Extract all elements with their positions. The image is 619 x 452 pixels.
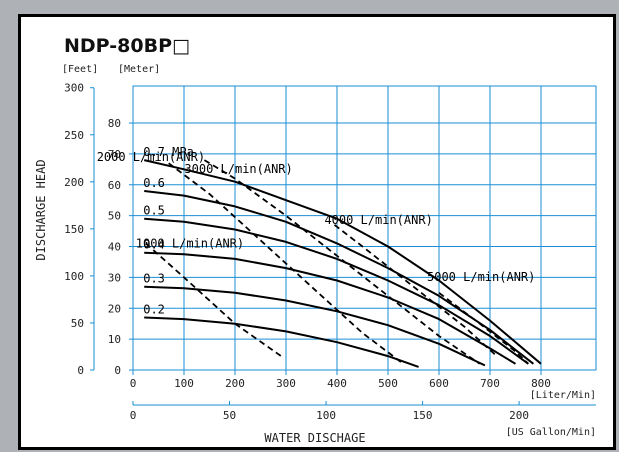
- pressure-curve: [144, 251, 517, 365]
- y-tick-label-m: 10: [108, 333, 121, 346]
- y-tick-label-m: 20: [108, 302, 121, 315]
- y-tick-label-m: 30: [108, 271, 121, 284]
- pressure-curve-label: 0.6: [143, 176, 165, 190]
- y-left-unit-label: [Feet]: [62, 64, 98, 75]
- y-tick-label-ft: 250: [64, 129, 84, 142]
- pressure-curve-label: 0.5: [143, 204, 165, 218]
- plot-area-border: [132, 85, 597, 371]
- x-tick-label-lpm: 200: [225, 377, 245, 390]
- air-consumption-label: 3000 L/min(ANR): [184, 162, 292, 176]
- pressure-curve-label: 0.4: [143, 238, 165, 252]
- y-tick-label-m: 40: [108, 241, 121, 254]
- air-consumption-curve: [145, 242, 284, 359]
- y-tick-label-ft: 0: [77, 364, 84, 377]
- pressure-curve-label: 0.7 MPa: [143, 145, 194, 159]
- pressure-curve-label: 0.3: [143, 272, 165, 286]
- pressure-curve: [143, 159, 542, 365]
- x-tick-label-lpm: 400: [327, 377, 347, 390]
- x-tick-label-gpm: 100: [316, 409, 336, 422]
- y-tick-label-ft: 150: [64, 223, 84, 236]
- pressure-curve: [144, 316, 419, 368]
- y-tick-label-m: 60: [108, 179, 121, 192]
- y-tick-label-ft: 200: [64, 176, 84, 189]
- x-tick-label-lpm: 300: [276, 377, 296, 390]
- x-tick-label-gpm: 50: [223, 409, 236, 422]
- pressure-curve-label: 0.2: [143, 303, 165, 317]
- y-tick-label-ft: 50: [71, 317, 84, 330]
- y-tick-label-ft: 100: [64, 270, 84, 283]
- air-consumption-label: 4000 L/min(ANR): [324, 213, 432, 227]
- air-consumption-curve: [438, 292, 529, 365]
- x-top-unit-label: [Liter/Min]: [530, 390, 596, 401]
- air-consumption-curve: [168, 162, 404, 365]
- x-tick-label-lpm: 500: [378, 377, 398, 390]
- chart-frame: [18, 14, 616, 450]
- x-axis-title: WATER DISCHAGE: [264, 431, 365, 445]
- y-right-unit-label: [Meter]: [118, 64, 160, 75]
- x-tick-label-lpm: 600: [429, 377, 449, 390]
- air-consumption-label: 5000 L/min(ANR): [427, 270, 535, 284]
- x-tick-label-lpm: 700: [480, 377, 500, 390]
- y-tick-label-ft: 300: [64, 82, 84, 95]
- x-tick-label-lpm: 800: [531, 377, 551, 390]
- x-tick-label-gpm: 0: [130, 409, 137, 422]
- air-consumption-curve: [333, 224, 496, 356]
- y-tick-label-m: 70: [108, 148, 121, 161]
- chart-title: NDP-80BP□: [64, 35, 190, 57]
- air-consumption-curve: [203, 159, 481, 365]
- y-tick-label-m: 80: [108, 117, 121, 130]
- x-tick-label-lpm: 0: [130, 377, 137, 390]
- air-consumption-label: 1000 L/min(ANR): [136, 236, 244, 250]
- y-axis-title: DISCHARGE HEAD: [34, 159, 48, 260]
- y-tick-label-m: 0: [114, 364, 121, 377]
- x-tick-label-gpm: 200: [509, 409, 529, 422]
- air-consumption-label: 2000 L/min(ANR): [97, 150, 205, 164]
- x-tick-label-gpm: 150: [413, 409, 433, 422]
- y-tick-label-m: 50: [108, 210, 121, 223]
- x-tick-label-lpm: 100: [174, 377, 194, 390]
- pressure-curve: [144, 285, 486, 367]
- pressure-curve: [144, 217, 529, 365]
- x-bottom-unit-label: [US Gallon/Min]: [506, 427, 596, 438]
